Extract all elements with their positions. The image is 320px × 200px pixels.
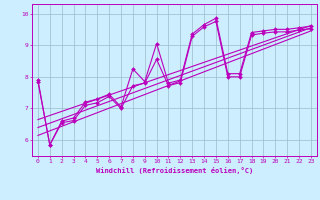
X-axis label: Windchill (Refroidissement éolien,°C): Windchill (Refroidissement éolien,°C): [96, 167, 253, 174]
